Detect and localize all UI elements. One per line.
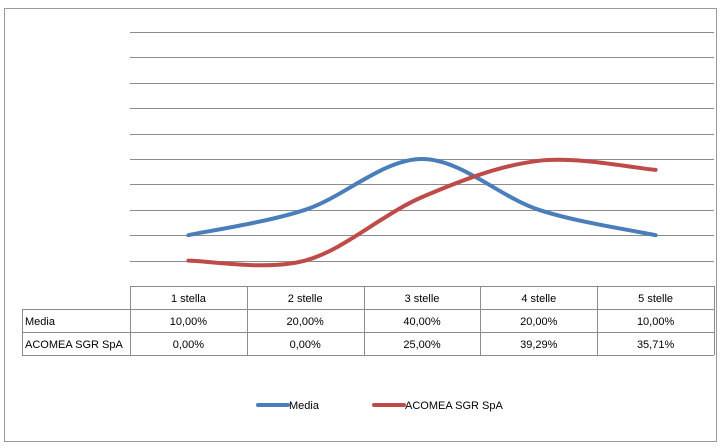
legend: Media ACOMEA SGR SpA xyxy=(256,400,503,412)
data-label: 40,00% xyxy=(403,316,441,328)
category-label: 4 stelle xyxy=(521,293,556,305)
series-row-label: Media xyxy=(25,316,56,328)
data-table: 1 stella 2 stelle 3 stelle 4 stelle 5 stelle… xyxy=(22,286,715,356)
data-label: 20,00% xyxy=(287,316,325,328)
legend-label: Media xyxy=(289,400,320,412)
category-label: 5 stelle xyxy=(638,293,673,305)
data-label: 10,00% xyxy=(637,316,675,328)
series-line-1 xyxy=(186,157,658,268)
category-label: 2 stelle xyxy=(288,293,323,305)
data-label: 10,00% xyxy=(170,316,208,328)
data-label: 20,00% xyxy=(520,316,558,328)
series-row-label: ACOMEA SGR SpA xyxy=(25,339,123,351)
data-label: 0,00% xyxy=(173,339,204,351)
legend-label: ACOMEA SGR SpA xyxy=(405,400,503,412)
series-line-0 xyxy=(186,157,658,238)
data-label: 25,00% xyxy=(403,339,441,351)
series-lines xyxy=(186,157,658,268)
category-label: 1 stella xyxy=(171,293,207,305)
data-label: 39,29% xyxy=(520,339,558,351)
category-label: 3 stelle xyxy=(405,293,440,305)
data-label: 35,71% xyxy=(637,339,675,351)
data-label: 0,00% xyxy=(290,339,321,351)
